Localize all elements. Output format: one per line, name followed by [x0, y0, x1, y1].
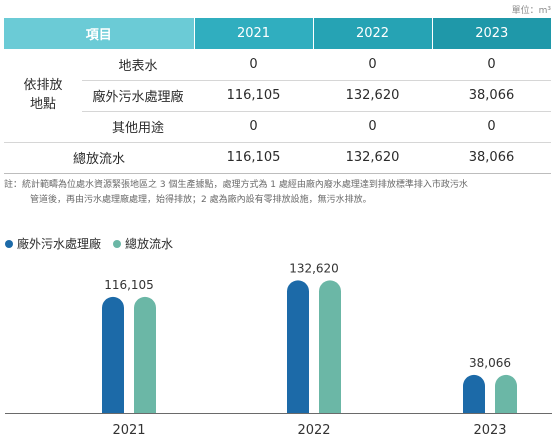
- footnote-line-2: 管道後，再由污水處理廠處理，始得排放；2 處為廠內設有零排放設施，無污水排放。: [30, 195, 372, 205]
- legend-item: 廠外污水處理廠: [5, 235, 101, 252]
- bar-offsite-plant: [102, 296, 124, 413]
- cell-value: 0: [432, 111, 551, 143]
- cell-value: 38,066: [432, 80, 551, 112]
- cell-value: 0: [313, 111, 432, 143]
- cell-value: 0: [194, 111, 313, 143]
- x-tick-label: 2023: [473, 423, 506, 438]
- data-table: 項目 2021 2022 2023 依排放 地點 地表水 0 0 0 廠外污水處…: [4, 18, 551, 174]
- cell-value: 0: [313, 49, 432, 81]
- legend-item: 總放流水: [113, 235, 173, 252]
- row-label: 廠外污水處理廠: [82, 80, 194, 112]
- bar-offsite-plant: [287, 280, 309, 413]
- cell-value: 132,620: [313, 80, 432, 112]
- legend-label: 廠外污水處理廠: [17, 237, 102, 251]
- legend-dot-icon: [5, 239, 13, 248]
- chart-legend: 廠外污水處理廠 總放流水: [5, 235, 173, 252]
- group-label: 依排放 地點: [4, 49, 82, 143]
- cell-value: 116,105: [194, 80, 313, 112]
- header-year-2021: 2021: [193, 18, 313, 49]
- group-label-line-2: 地點: [29, 97, 56, 113]
- table-row: 依排放 地點 地表水 0 0 0: [4, 49, 551, 143]
- total-row: 總放流水 116,105 132,620 38,066: [4, 142, 551, 174]
- footnote: 註：統計範疇為位處水資源緊張地區之 3 個生產據點，處理方式為 1 處經由廠內廢…: [4, 178, 534, 208]
- bar-total-discharge: [319, 280, 341, 413]
- total-label: 總放流水: [4, 142, 194, 174]
- legend-label: 總放流水: [125, 237, 174, 251]
- bar-offsite-plant: [463, 374, 485, 413]
- data-label: 132,620: [289, 261, 339, 275]
- bar-total-discharge: [495, 374, 517, 413]
- total-value: 116,105: [194, 142, 313, 174]
- table-header-row: 項目 2021 2022 2023: [4, 18, 551, 49]
- table-row: 其他用途 0 0 0: [4, 111, 551, 143]
- data-label: 116,105: [104, 278, 154, 292]
- group-label-line-1: 依排放: [23, 78, 63, 94]
- header-year-2022: 2022: [312, 18, 432, 49]
- x-tick-label: 2022: [297, 423, 330, 438]
- unit-label: 單位：m³: [511, 6, 551, 16]
- header-year-2023: 2023: [431, 18, 551, 49]
- cell-value: 0: [432, 49, 551, 81]
- data-label: 38,066: [469, 356, 511, 370]
- bar-chart: 116,105 2021 132,620 2022 38,066 2023: [5, 261, 552, 438]
- table-row: 廠外污水處理廠 116,105 132,620 38,066: [4, 80, 551, 112]
- x-tick-label: 2021: [112, 423, 145, 438]
- footnote-line-1: 註：統計範疇為位處水資源緊張地區之 3 個生產據點，處理方式為 1 處經由廠內廢…: [4, 180, 468, 190]
- total-value: 132,620: [313, 142, 432, 174]
- row-label: 其他用途: [82, 111, 194, 143]
- legend-dot-icon: [113, 239, 122, 248]
- header-item: 項目: [4, 18, 194, 49]
- bar-total-discharge: [134, 296, 156, 413]
- total-value: 38,066: [432, 142, 551, 174]
- cell-value: 0: [194, 49, 313, 81]
- row-label: 地表水: [82, 49, 194, 81]
